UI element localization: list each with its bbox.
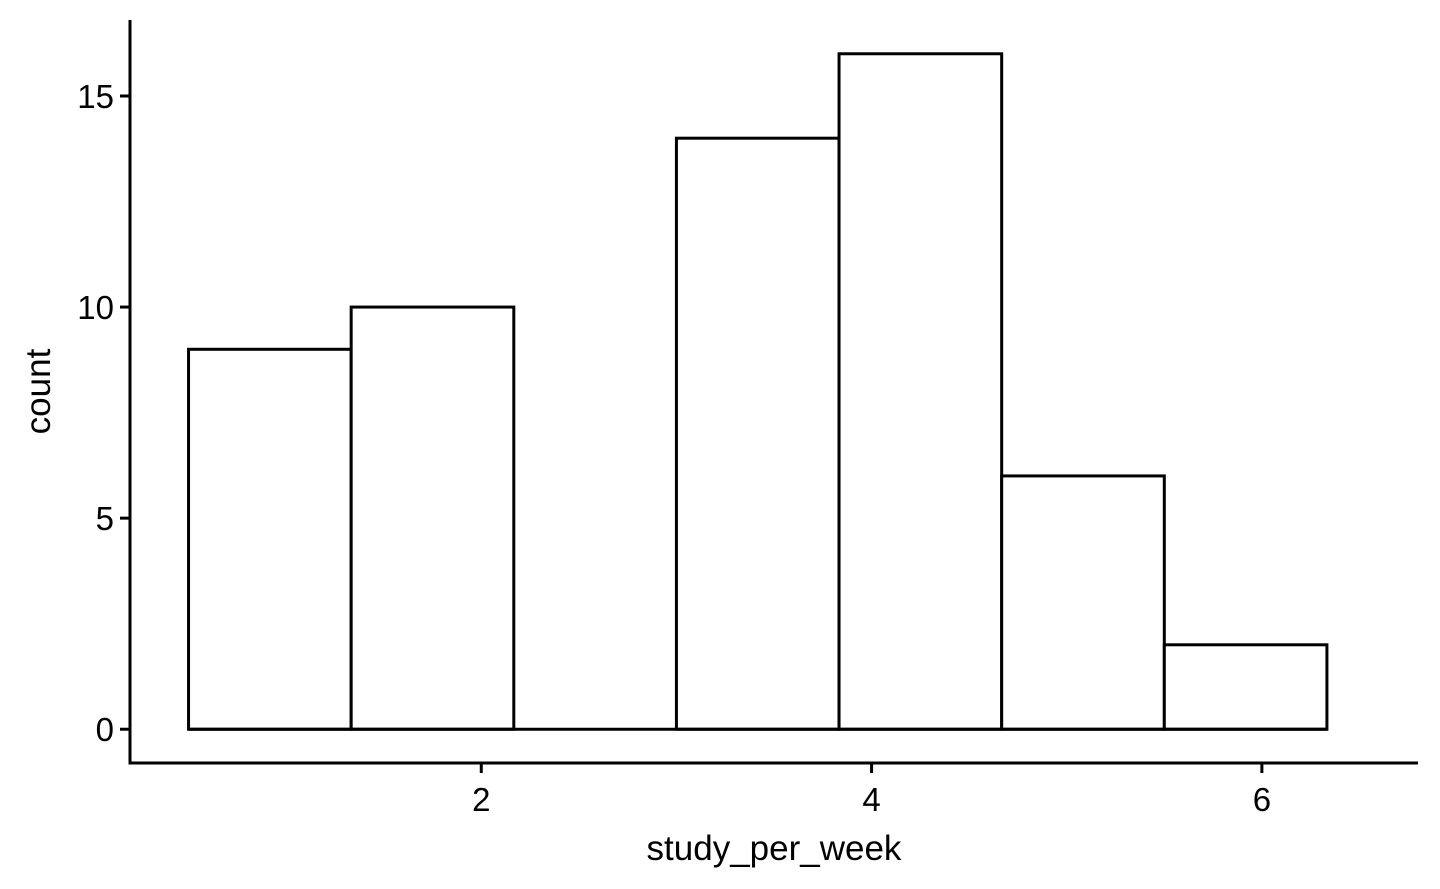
- y-tick-label: 0: [96, 711, 114, 748]
- histogram-bar-7: [1162, 643, 1329, 731]
- y-tick-label: 5: [96, 500, 114, 537]
- y-tick-label: 10: [77, 289, 114, 326]
- y-axis-title: count: [19, 348, 58, 434]
- bars-group: [187, 52, 1329, 731]
- x-axis-title: study_per_week: [647, 829, 902, 868]
- x-tick-label: 2: [472, 781, 490, 818]
- histogram-bar-2: [349, 305, 516, 731]
- x-axis-ticks: 2 4 6: [472, 763, 1271, 818]
- histogram-bar-5: [837, 52, 1004, 731]
- histogram-bar-6: [1000, 474, 1166, 731]
- y-axis-ticks: 0 5 10 15: [77, 78, 130, 748]
- histogram-bar-4: [674, 136, 841, 731]
- histogram-bar-1: [187, 347, 353, 731]
- x-tick-label: 4: [862, 781, 880, 818]
- y-tick-label: 15: [77, 78, 114, 115]
- x-tick-label: 6: [1253, 781, 1271, 818]
